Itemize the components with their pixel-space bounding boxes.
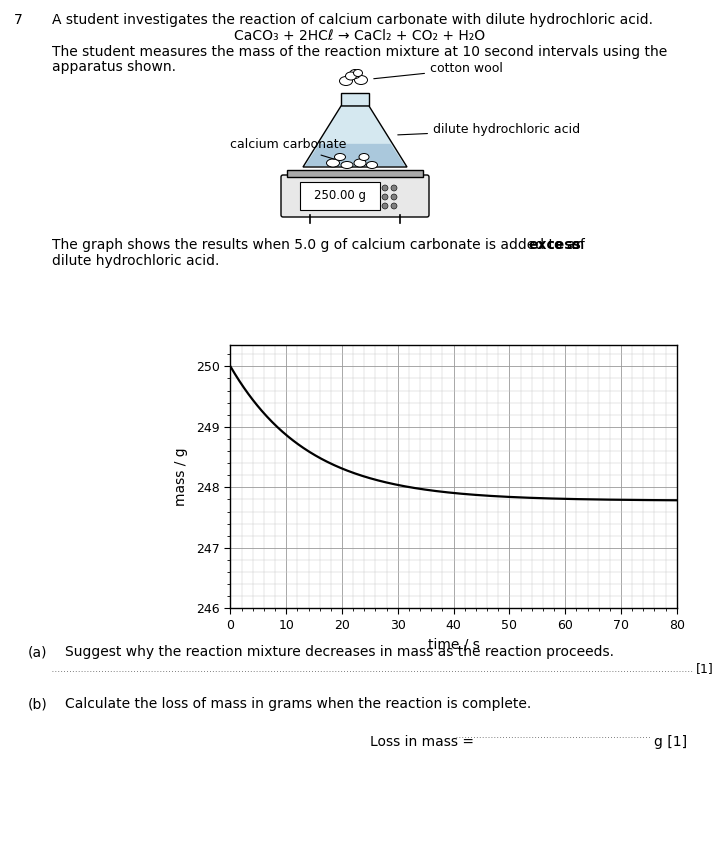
Ellipse shape (359, 154, 369, 161)
Text: Calculate the loss of mass in grams when the reaction is complete.: Calculate the loss of mass in grams when… (65, 697, 531, 711)
Ellipse shape (354, 159, 366, 167)
Text: The student measures the mass of the reaction mixture at 10 second intervals usi: The student measures the mass of the rea… (52, 45, 667, 59)
FancyBboxPatch shape (281, 175, 429, 217)
Ellipse shape (366, 161, 377, 168)
Text: of: of (567, 238, 585, 252)
Text: A student investigates the reaction of calcium carbonate with dilute hydrochlori: A student investigates the reaction of c… (52, 13, 653, 27)
Text: cotton wool: cotton wool (374, 62, 503, 79)
Ellipse shape (341, 161, 353, 168)
Text: 250.00 g: 250.00 g (314, 190, 366, 203)
Text: [1]: [1] (696, 663, 714, 676)
Text: g [1]: g [1] (654, 735, 687, 749)
Text: calcium carbonate: calcium carbonate (230, 138, 346, 159)
Ellipse shape (382, 194, 388, 200)
Ellipse shape (326, 159, 340, 167)
Text: dilute hydrochloric acid.: dilute hydrochloric acid. (52, 254, 220, 268)
Polygon shape (305, 144, 405, 166)
Ellipse shape (340, 77, 353, 85)
Polygon shape (287, 170, 423, 177)
Text: (b): (b) (28, 697, 48, 711)
Ellipse shape (391, 203, 397, 209)
Ellipse shape (382, 203, 388, 209)
Ellipse shape (382, 185, 388, 191)
Ellipse shape (335, 154, 346, 161)
Ellipse shape (391, 194, 397, 200)
Ellipse shape (346, 72, 356, 80)
Text: excess: excess (528, 238, 581, 252)
Ellipse shape (349, 70, 361, 79)
Polygon shape (303, 106, 407, 167)
FancyBboxPatch shape (300, 182, 380, 210)
Text: apparatus shown.: apparatus shown. (52, 60, 176, 74)
Text: Loss in mass =: Loss in mass = (370, 735, 478, 749)
Text: CaCO₃ + 2HCℓ → CaCl₂ + CO₂ + H₂O: CaCO₃ + 2HCℓ → CaCl₂ + CO₂ + H₂O (235, 29, 485, 43)
Text: dilute hydrochloric acid: dilute hydrochloric acid (397, 123, 580, 136)
Polygon shape (341, 93, 369, 106)
Text: 7: 7 (14, 13, 23, 27)
Ellipse shape (354, 70, 362, 77)
X-axis label: time / s: time / s (428, 638, 480, 652)
Y-axis label: mass / g: mass / g (174, 448, 188, 506)
Text: (a): (a) (28, 645, 48, 659)
Ellipse shape (391, 185, 397, 191)
Ellipse shape (354, 75, 367, 85)
Text: Suggest why the reaction mixture decreases in mass as the reaction proceeds.: Suggest why the reaction mixture decreas… (65, 645, 614, 659)
Text: The graph shows the results when 5.0 g of calcium carbonate is added to an: The graph shows the results when 5.0 g o… (52, 238, 589, 252)
